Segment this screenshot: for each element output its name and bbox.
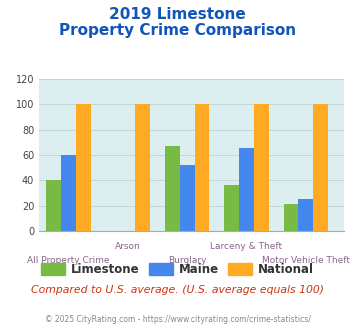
Text: Motor Vehicle Theft: Motor Vehicle Theft [262, 256, 350, 265]
Bar [313, 105, 328, 231]
Bar [180, 165, 195, 231]
Text: Property Crime Comparison: Property Crime Comparison [59, 23, 296, 38]
Text: Compared to U.S. average. (U.S. average equals 100): Compared to U.S. average. (U.S. average … [31, 285, 324, 295]
Bar [76, 105, 91, 231]
Text: All Property Crime: All Property Crime [27, 256, 110, 265]
Text: © 2025 CityRating.com - https://www.cityrating.com/crime-statistics/: © 2025 CityRating.com - https://www.city… [45, 315, 310, 324]
Bar [165, 146, 180, 231]
Bar [195, 105, 209, 231]
Text: Burglary: Burglary [168, 256, 207, 265]
Bar [47, 181, 61, 231]
Bar [135, 105, 150, 231]
Bar [61, 155, 76, 231]
Text: 2019 Limestone: 2019 Limestone [109, 7, 246, 21]
Text: Larceny & Theft: Larceny & Theft [211, 242, 283, 251]
Bar [284, 204, 299, 231]
Legend: Limestone, Maine, National: Limestone, Maine, National [37, 258, 318, 281]
Bar [239, 148, 254, 231]
Bar [254, 105, 269, 231]
Bar [224, 185, 239, 231]
Text: Arson: Arson [115, 242, 141, 251]
Bar [299, 199, 313, 231]
